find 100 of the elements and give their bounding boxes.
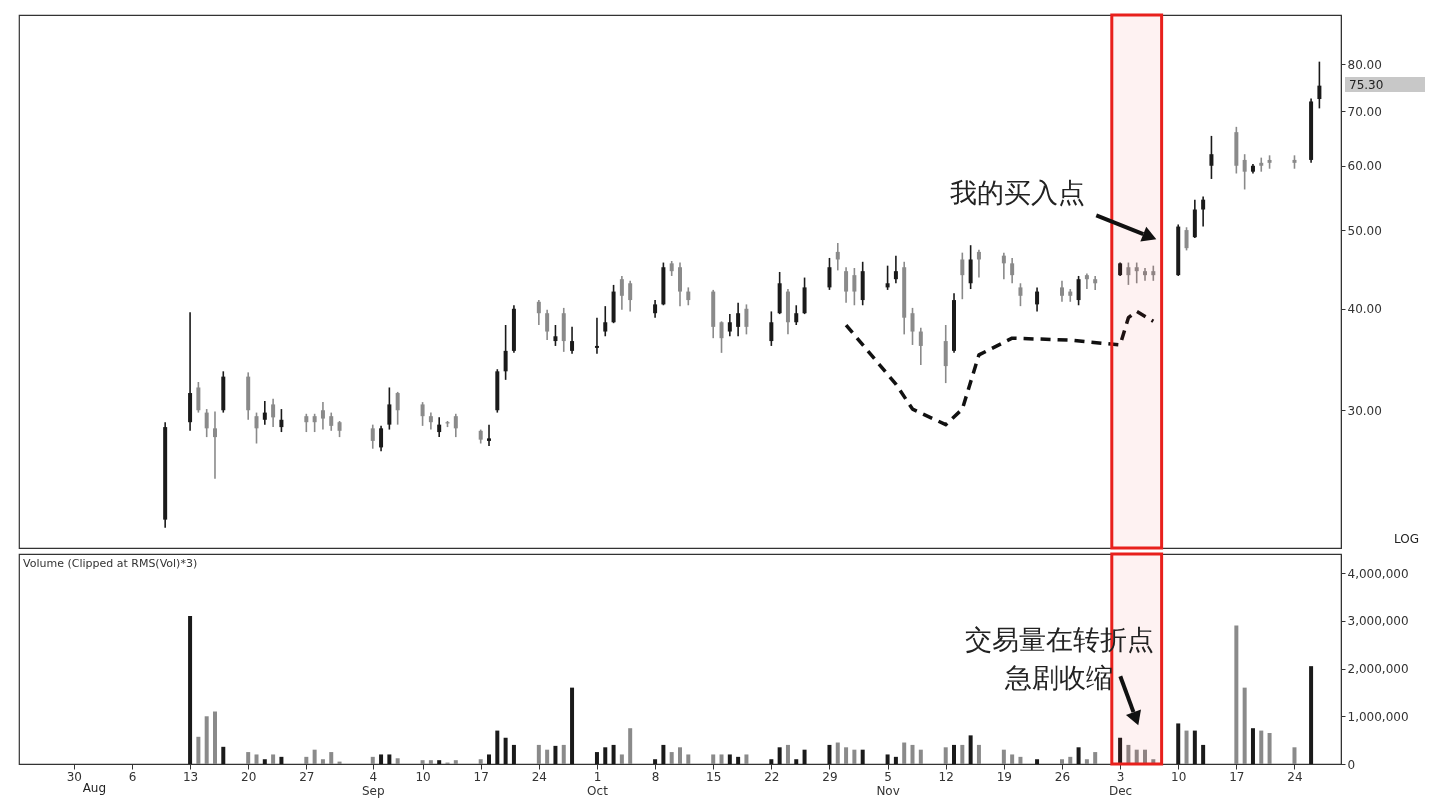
bar (669, 752, 674, 764)
bar (246, 752, 251, 764)
bar (1084, 759, 1089, 764)
candlestick (312, 412, 317, 433)
x-tick-label: 4 Sep (361, 769, 385, 798)
candlestick (370, 423, 375, 450)
candlestick (719, 320, 724, 354)
candlestick (304, 412, 309, 433)
bar (188, 616, 193, 764)
candlestick (794, 304, 799, 326)
candlestick (1259, 156, 1264, 173)
bar (952, 744, 957, 764)
candlestick (1059, 280, 1064, 303)
bar (1242, 687, 1247, 764)
candlestick (1035, 286, 1040, 313)
bar (910, 744, 915, 764)
bar (1001, 749, 1006, 764)
bar (628, 728, 633, 764)
candlestick (1184, 226, 1189, 252)
candlestick (827, 257, 832, 291)
x-tick-label: 10 (415, 769, 431, 784)
x-tick-label: 1 Oct (587, 769, 609, 798)
candlestick (1143, 267, 1148, 282)
candlestick (204, 408, 209, 438)
line-series (844, 309, 1156, 427)
bar (711, 754, 716, 764)
candlestick (437, 416, 442, 438)
x-tick-label: 12 (938, 769, 954, 784)
candlestick (1134, 261, 1139, 285)
bar (653, 759, 658, 764)
x-tick-label: 17 (473, 769, 489, 784)
bar (827, 744, 832, 764)
x-tick-label: 27 (299, 769, 315, 784)
candlestick (271, 397, 276, 428)
bar (852, 749, 857, 764)
bar (893, 756, 898, 764)
bar (943, 747, 948, 764)
candlestick (885, 264, 890, 291)
bar (221, 746, 226, 764)
bar (802, 749, 807, 764)
x-tick-label: 30 (66, 769, 82, 784)
candlestick (279, 408, 284, 433)
candlestick (545, 308, 550, 341)
candlestick (212, 410, 217, 480)
text: 75.30 (1349, 78, 1384, 92)
candlestick (603, 305, 608, 338)
y-tick-label: 2,000,000 (1347, 662, 1409, 677)
candlestick (1010, 257, 1015, 285)
bar (785, 744, 790, 764)
bar (1151, 759, 1156, 764)
y-tick-label: 4,000,000 (1347, 566, 1409, 581)
candlestick (968, 244, 973, 290)
bar (794, 759, 799, 764)
x-tick-label: 17 (1229, 769, 1245, 784)
bar (1134, 749, 1139, 764)
candlestick (320, 401, 325, 431)
candlestick (453, 412, 458, 438)
bar (860, 749, 865, 764)
candlestick (852, 267, 857, 307)
candlestick (553, 324, 558, 347)
bar (1093, 752, 1098, 764)
bar (736, 756, 741, 764)
bar (594, 752, 599, 764)
bar (719, 754, 724, 764)
bar (1259, 730, 1264, 764)
bar (570, 687, 575, 764)
candlestick (769, 310, 774, 347)
y-tick-label: 1,000,000 (1347, 709, 1409, 724)
bar (1267, 732, 1272, 764)
bar (1292, 747, 1297, 764)
bar (204, 716, 209, 764)
chart-title: Volume (Clipped at RMS(Vol)*3) (23, 557, 198, 570)
bar (271, 754, 276, 764)
candlestick (1068, 288, 1073, 303)
y-tick-label: 70.00 (1347, 104, 1382, 119)
bar (1076, 747, 1081, 764)
bar (536, 744, 541, 764)
candlestick (976, 248, 981, 279)
candlestick (1209, 135, 1214, 180)
bar (1010, 754, 1015, 764)
bar (437, 760, 442, 764)
bar (1184, 730, 1189, 764)
candlestick (727, 313, 732, 338)
bar (1059, 759, 1064, 764)
candlestick (487, 423, 492, 447)
x-tick-label: 5 Nov (876, 769, 900, 798)
bar (1309, 666, 1314, 764)
candlestick (744, 303, 749, 336)
y-tick-label: 40.00 (1347, 302, 1382, 317)
bar (885, 754, 890, 764)
bar (769, 759, 774, 764)
y-tick-label: 30.00 (1347, 403, 1382, 418)
bar (976, 744, 981, 764)
candlestick (503, 324, 508, 381)
bar (603, 747, 608, 764)
y-tick-label: 80.00 (1347, 57, 1382, 72)
bar (744, 754, 749, 764)
candlestick (395, 391, 400, 426)
candlestick (1076, 275, 1081, 307)
bar (279, 756, 284, 764)
